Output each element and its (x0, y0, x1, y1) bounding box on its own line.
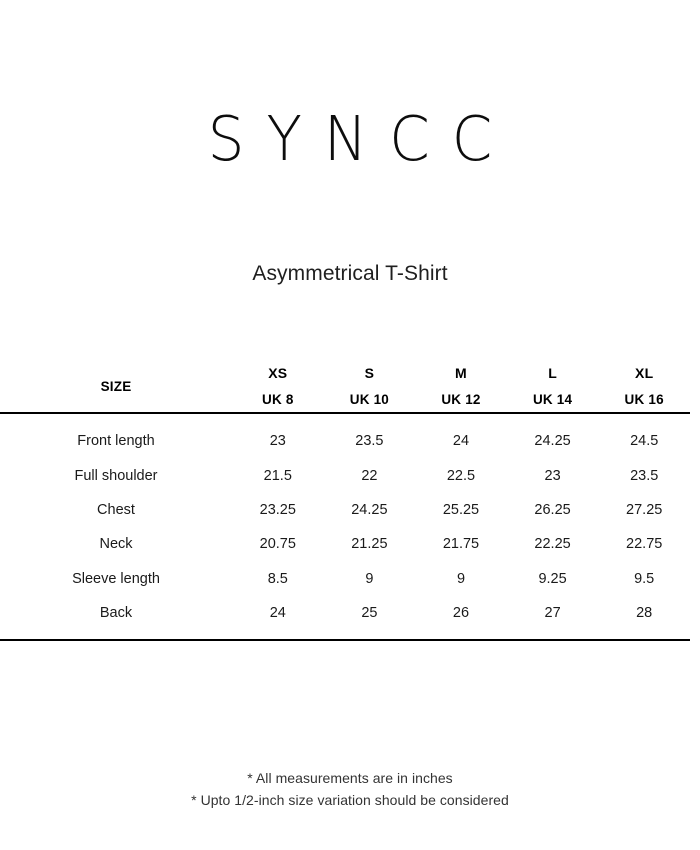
cell-front-length-s: 23.5 (355, 433, 384, 450)
cell-neck-s: 21.25 (351, 536, 388, 553)
header-uk-xl: UK 16 (624, 391, 664, 407)
cell-chest-l: 26.25 (534, 501, 571, 518)
header-size-xs: XS (268, 365, 288, 381)
cell-back-l: 27 (544, 605, 561, 622)
cell-front-length-l: 24.25 (534, 433, 571, 450)
cell-front-length-xl: 24.5 (630, 433, 659, 450)
cell-full-shoulder-xs: 21.5 (263, 467, 292, 484)
cell-back-xl: 28 (636, 605, 653, 622)
row-label-front-length: Front length (77, 433, 155, 450)
page-title: Asymmetrical T-Shirt (252, 262, 448, 285)
cell-neck-m: 21.75 (442, 536, 480, 553)
header-size-label: SIZE (100, 378, 132, 394)
cell-sleeve-length-l: 9.25 (538, 570, 567, 587)
cell-full-shoulder-m: 22.5 (446, 467, 476, 484)
brand-logo: SYNCC (0, 102, 700, 175)
row-label-chest: Chest (97, 501, 135, 518)
size-chart-table: SIZE XS S M L XL UK 8 UK 10 UK 12 UK 14 … (0, 360, 690, 643)
cell-sleeve-length-xs: 8.5 (267, 570, 288, 587)
table-row: Back 24 25 26 27 28 (0, 596, 690, 630)
product-title-container: Asymmetrical T-Shirt (0, 262, 700, 286)
cell-sleeve-length-s: 9 (365, 570, 374, 587)
cell-neck-xs: 20.75 (259, 536, 296, 553)
cell-chest-m: 25.25 (442, 501, 480, 518)
cell-front-length-xs: 23 (269, 433, 286, 450)
table-spacer-top (0, 414, 690, 424)
cell-neck-l: 22.25 (534, 536, 571, 553)
footnote-variation: * Upto 1/2-inch size variation should be… (191, 792, 509, 808)
cell-chest-xs: 23.25 (259, 501, 296, 518)
footnotes: * All measurements are in inches * Upto … (0, 767, 700, 811)
footnote-measurements: * All measurements are in inches (247, 770, 453, 786)
cell-neck-xl: 22.75 (626, 536, 663, 553)
header-row-size: SIZE XS S M L XL (0, 360, 690, 394)
header-size-s: S (364, 365, 375, 381)
table-header: SIZE XS S M L XL UK 8 UK 10 UK 12 UK 14 … (0, 360, 690, 413)
header-uk-l: UK 14 (532, 391, 573, 407)
table-row: Chest 23.25 24.25 25.25 26.25 27.25 (0, 493, 690, 527)
cell-full-shoulder-l: 23 (544, 467, 561, 484)
cell-chest-s: 24.25 (351, 501, 388, 518)
table-spacer-bottom (0, 630, 690, 640)
header-size-l: L (548, 365, 557, 381)
header-uk-xs: UK 8 (262, 391, 294, 407)
table-row: Sleeve length 8.5 9 9 9.25 9.5 (0, 562, 690, 596)
row-label-full-shoulder: Full shoulder (74, 467, 158, 484)
table-row: Neck 20.75 21.25 21.75 22.25 22.75 (0, 527, 690, 561)
table-body: Front length 23 23.5 24 24.25 24.5 Full … (0, 412, 690, 643)
cell-sleeve-length-xl: 9.5 (634, 570, 655, 587)
brand-name: SYNCC (207, 102, 515, 175)
header-row-uk: UK 8 UK 10 UK 12 UK 14 UK 16 (0, 386, 690, 413)
row-label-neck: Neck (99, 536, 133, 553)
row-label-sleeve-length: Sleeve length (72, 570, 160, 587)
cell-back-xs: 24 (269, 605, 286, 622)
table-rule-bottom (0, 639, 690, 643)
cell-full-shoulder-s: 22 (361, 467, 378, 484)
cell-back-s: 25 (361, 605, 378, 622)
header-uk-m: UK 12 (441, 391, 481, 407)
header-uk-s: UK 10 (349, 391, 390, 407)
table-row: Full shoulder 21.5 22 22.5 23 23.5 (0, 458, 690, 492)
table-row: Front length 23 23.5 24 24.25 24.5 (0, 424, 690, 458)
header-size-m: M (455, 365, 467, 381)
cell-front-length-m: 24 (452, 433, 470, 450)
size-table-container: SIZE XS S M L XL UK 8 UK 10 UK 12 UK 14 … (0, 360, 690, 643)
cell-full-shoulder-xl: 23.5 (630, 467, 659, 484)
header-size-xl: XL (635, 365, 654, 381)
cell-chest-xl: 27.25 (626, 501, 663, 518)
row-label-back: Back (99, 605, 133, 622)
cell-sleeve-length-m: 9 (456, 570, 466, 587)
cell-back-m: 26 (452, 605, 470, 622)
